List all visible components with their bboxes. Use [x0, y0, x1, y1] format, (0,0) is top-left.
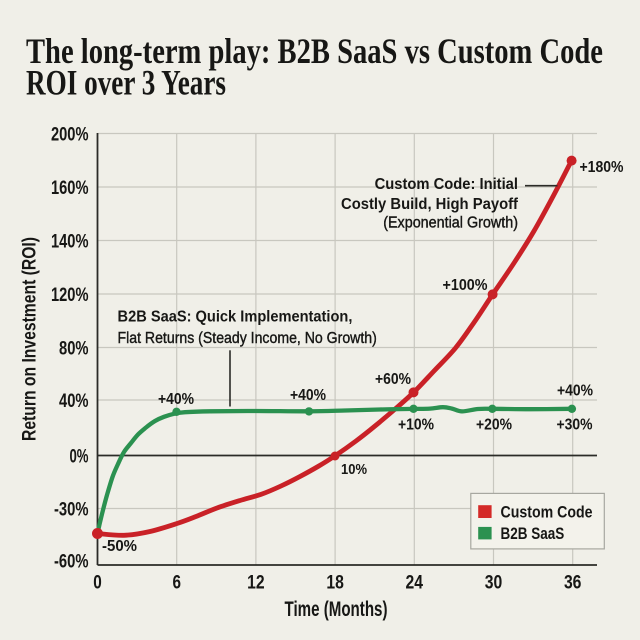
- svg-text:+100%: +100%: [443, 277, 488, 294]
- svg-text:Custom Code: Initial: Custom Code: Initial: [375, 176, 518, 193]
- svg-text:Return on Investment (ROI): Return on Investment (ROI): [20, 237, 41, 441]
- svg-text:160%: 160%: [51, 178, 89, 199]
- svg-text:120%: 120%: [51, 285, 89, 306]
- svg-text:18: 18: [326, 573, 344, 594]
- svg-text:24: 24: [406, 573, 424, 594]
- svg-text:+30%: +30%: [557, 416, 593, 433]
- svg-text:-30%: -30%: [54, 500, 89, 521]
- svg-text:+10%: +10%: [398, 416, 434, 433]
- svg-text:The long-term play: B2B SaaS v: The long-term play: B2B SaaS vs Custom C…: [26, 31, 603, 71]
- svg-text:Costly Build, High Payoff: Costly Build, High Payoff: [341, 196, 519, 213]
- svg-text:10%: 10%: [341, 461, 367, 478]
- svg-text:12: 12: [247, 573, 265, 594]
- svg-text:30: 30: [485, 573, 503, 594]
- svg-text:200%: 200%: [51, 125, 89, 146]
- svg-text:0: 0: [93, 573, 102, 594]
- svg-text:6: 6: [172, 573, 181, 594]
- svg-text:-60%: -60%: [54, 552, 89, 573]
- svg-text:40%: 40%: [59, 391, 89, 412]
- svg-text:Custom Code: Custom Code: [501, 503, 593, 522]
- svg-text:+180%: +180%: [580, 159, 624, 176]
- svg-text:+60%: +60%: [375, 371, 411, 388]
- svg-text:140%: 140%: [51, 232, 89, 253]
- svg-text:0%: 0%: [70, 447, 89, 468]
- svg-text:B2B SaaS: B2B SaaS: [501, 524, 565, 543]
- svg-text:+40%: +40%: [290, 387, 326, 404]
- svg-text:80%: 80%: [59, 339, 89, 360]
- svg-text:Time (Months): Time (Months): [285, 598, 388, 621]
- svg-text:+40%: +40%: [158, 391, 194, 408]
- svg-text:36: 36: [564, 573, 582, 594]
- svg-text:B2B SaaS: Quick Implementation: B2B SaaS: Quick Implementation,: [118, 309, 353, 326]
- svg-text:Flat Returns (Steady Income, N: Flat Returns (Steady Income, No Growth): [118, 330, 377, 347]
- svg-text:-50%: -50%: [102, 538, 137, 555]
- svg-text:(Exponential Growth): (Exponential Growth): [383, 215, 518, 232]
- svg-text:+20%: +20%: [476, 416, 512, 433]
- svg-text:+40%: +40%: [557, 383, 593, 400]
- svg-text:ROI over 3 Years: ROI over 3 Years: [26, 63, 226, 103]
